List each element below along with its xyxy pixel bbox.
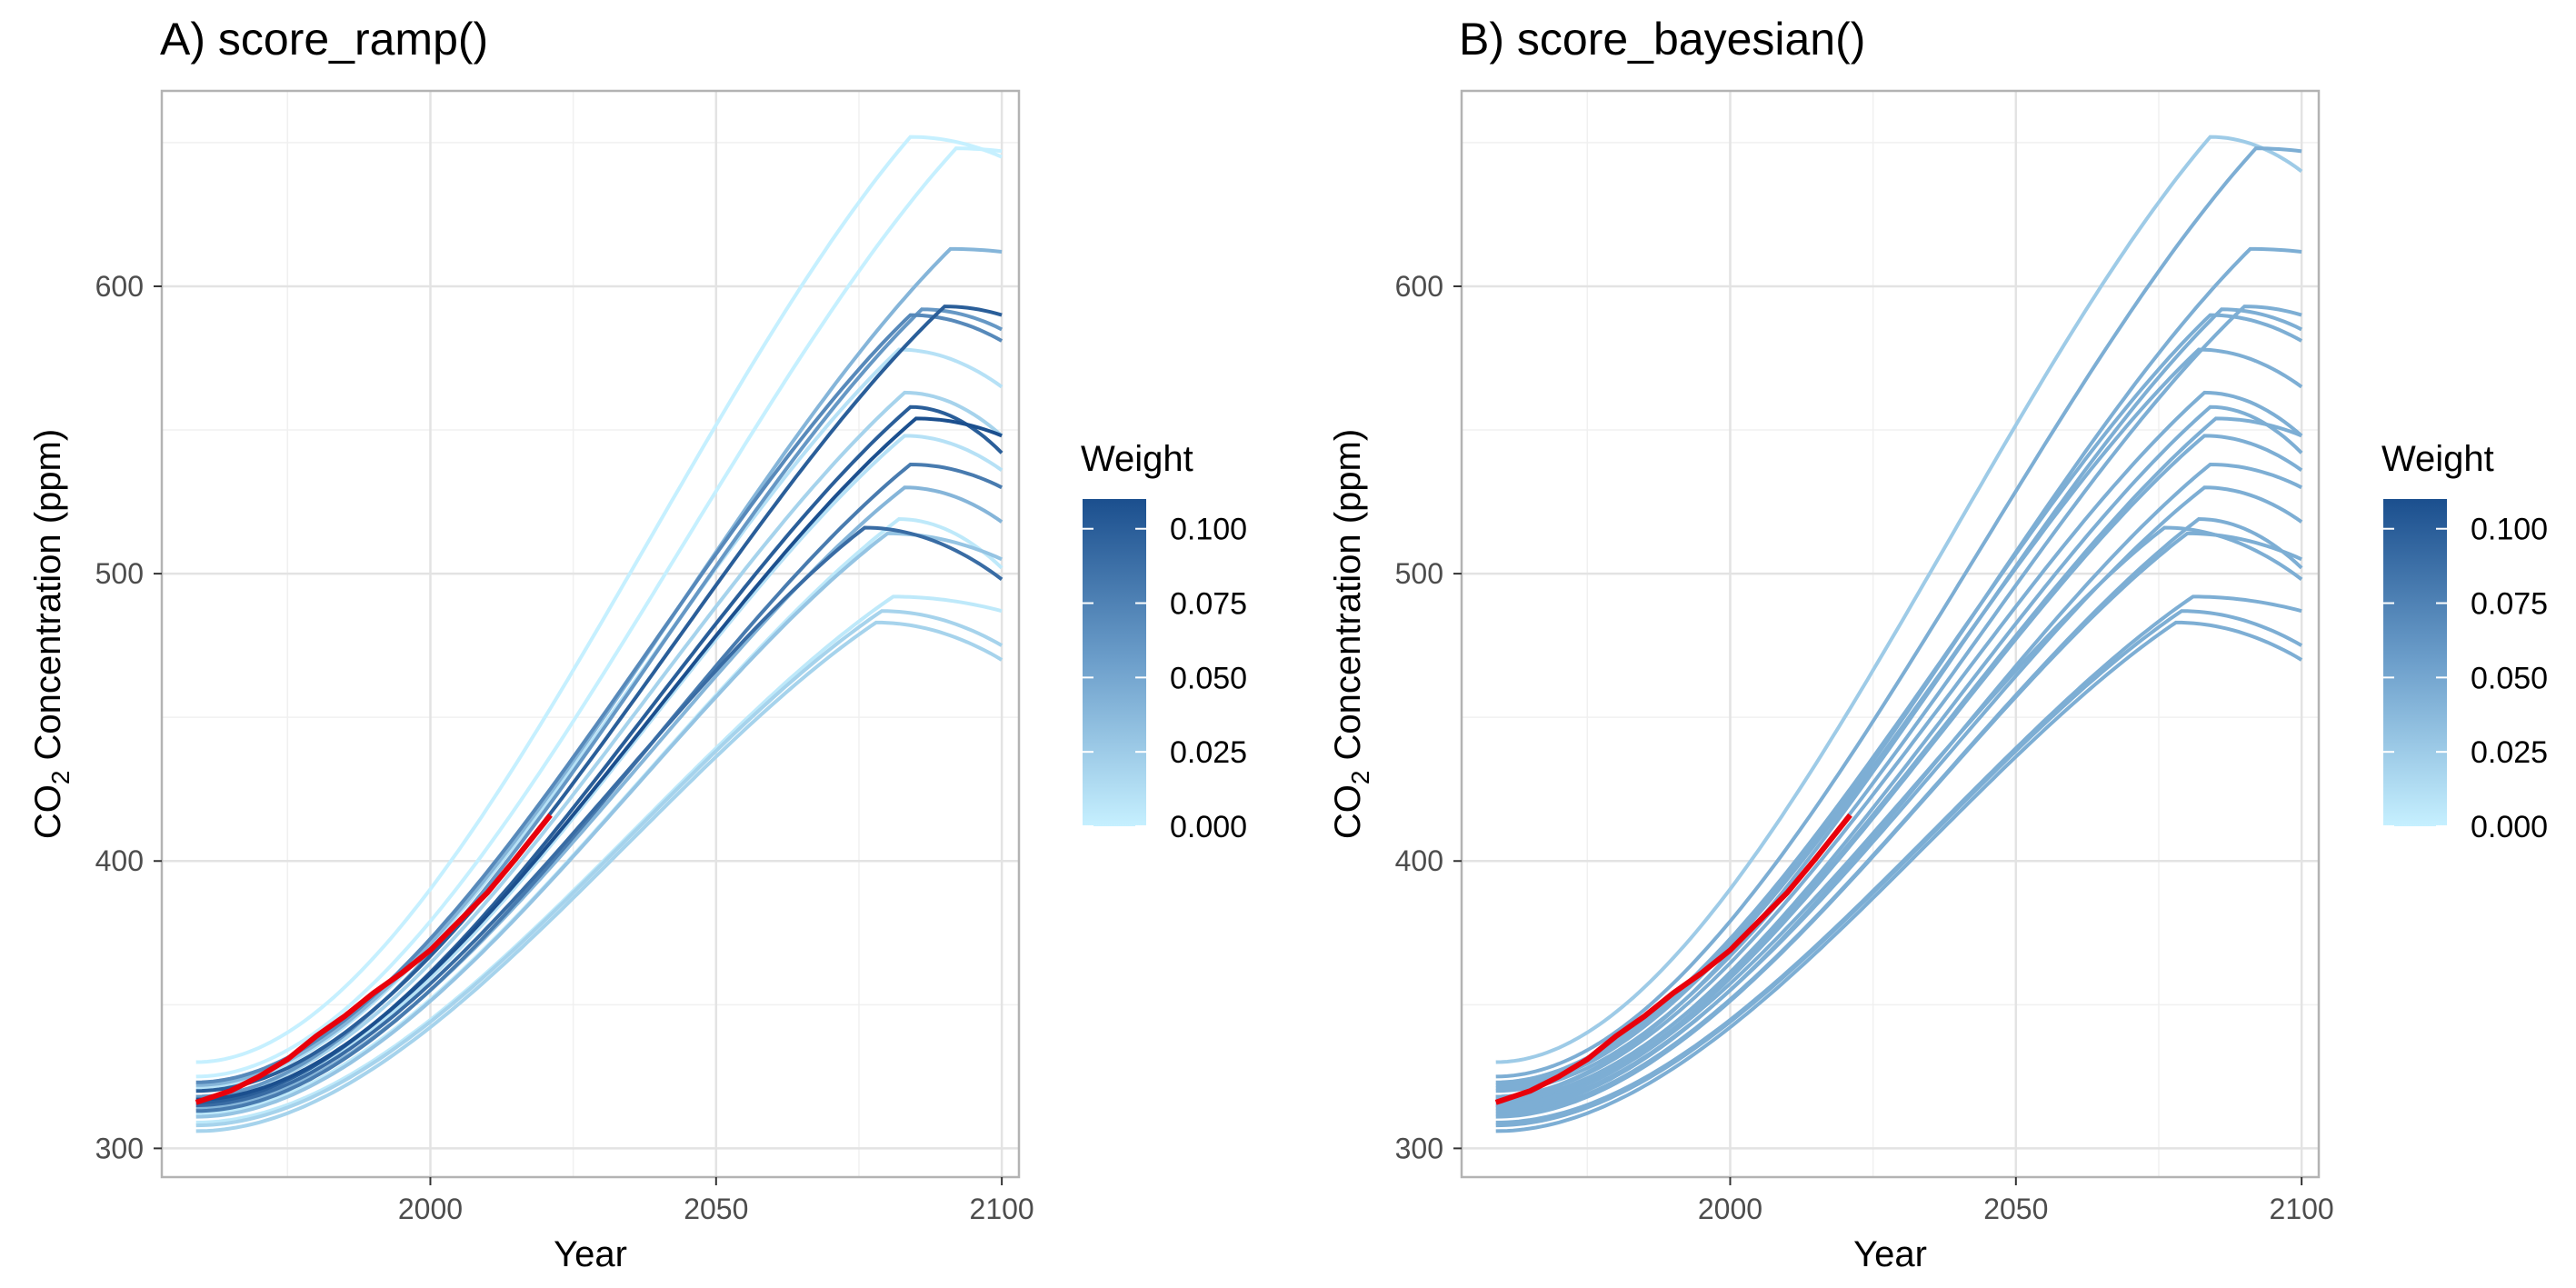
legend-colorbar xyxy=(1083,499,1146,826)
y-tick-label: 500 xyxy=(1395,557,1443,590)
chart-panel-2: B) score_bayesian() 2000 2050 2100 300 400 500… xyxy=(1328,14,2548,1274)
series-line-13 xyxy=(195,485,1003,1111)
series-line-15 xyxy=(195,525,1003,1107)
y-tick-label: 400 xyxy=(95,844,144,877)
series-line-8 xyxy=(1495,390,2303,1099)
chart-title: B) score_bayesian() xyxy=(1459,14,1865,65)
series-line-10 xyxy=(1495,416,2302,1102)
y-tick-label: 500 xyxy=(95,557,144,590)
y-axis-title-subscript: 2 xyxy=(1346,771,1374,785)
legend: Weight 0.100 0.075 0.050 0.025 0.000 xyxy=(1081,439,1247,844)
x-axis-title: Year xyxy=(1853,1234,1927,1274)
y-axis-title-part: CO xyxy=(1328,784,1368,839)
series-line-7 xyxy=(1495,347,2303,1090)
series-line-10 xyxy=(195,416,1003,1102)
x-tick-label: 2000 xyxy=(398,1193,463,1225)
panel-border xyxy=(1460,89,2321,1179)
legend-title: Weight xyxy=(1081,439,1193,479)
series-line-3 xyxy=(195,246,1003,1087)
y-axis-title-part: Concentration (ppm) xyxy=(28,429,68,771)
legend: Weight 0.100 0.075 0.050 0.025 0.000 xyxy=(2381,439,2548,844)
legend-title: Weight xyxy=(2381,439,2494,479)
series-line-13 xyxy=(1495,485,2303,1111)
y-axis-title: CO2 Concentration (ppm) xyxy=(28,429,75,839)
chart-title: A) score_ramp() xyxy=(160,14,488,65)
series-line-18 xyxy=(1495,609,2303,1128)
observed-line xyxy=(1494,813,1852,1105)
y-tick-label: 600 xyxy=(1395,270,1443,303)
series-line-8 xyxy=(195,390,1003,1099)
series-line-18 xyxy=(195,609,1003,1128)
legend-tick-label: 0.100 xyxy=(2471,513,2548,547)
series-line-19 xyxy=(195,620,1003,1133)
series-line-12 xyxy=(195,462,1003,1113)
y-axis-title: CO2 Concentration (ppm) xyxy=(1328,429,1374,839)
series-line-6 xyxy=(1495,313,2303,1084)
series-line-9 xyxy=(1495,404,2303,1104)
legend-tick-label: 0.100 xyxy=(1170,513,1247,547)
series-line-15 xyxy=(1495,525,2303,1107)
chart-panel-1: A) score_ramp() 2000 2050 2100 300 400 500 600 Y… xyxy=(28,14,1247,1274)
series-line-6 xyxy=(195,313,1003,1084)
y-axis-title-subscript: 2 xyxy=(46,771,75,785)
series-line-5 xyxy=(1495,307,2302,1099)
y-tick-label: 300 xyxy=(95,1132,144,1164)
y-axis-title-part: CO xyxy=(28,784,68,839)
series-line-16 xyxy=(1495,531,2302,1119)
x-tick-label: 2100 xyxy=(2270,1193,2334,1225)
x-tick-label: 2050 xyxy=(684,1193,748,1225)
y-tick-label: 600 xyxy=(95,270,144,303)
legend-tick-label: 0.000 xyxy=(1170,810,1247,844)
x-tick-label: 2000 xyxy=(1698,1193,1762,1225)
series-line-1 xyxy=(1495,135,2303,1064)
series-line-5 xyxy=(195,307,1003,1099)
legend-tick-label: 0.050 xyxy=(2471,661,2548,695)
series-line-2 xyxy=(1495,146,2302,1079)
panel-border xyxy=(160,89,1021,1179)
series-line-16 xyxy=(195,531,1003,1119)
legend-colorbar xyxy=(2383,499,2447,826)
x-tick-label: 2100 xyxy=(970,1193,1034,1225)
x-tick-label: 2050 xyxy=(1983,1193,2048,1225)
observed-line xyxy=(195,813,553,1105)
legend-tick-label: 0.075 xyxy=(2471,587,2548,622)
series-line-4 xyxy=(195,305,1003,1093)
legend-tick-label: 0.000 xyxy=(2471,810,2548,844)
series-line-2 xyxy=(195,146,1003,1079)
series-line-1 xyxy=(195,135,1003,1064)
series-line-14 xyxy=(1495,516,2303,1116)
legend-tick-label: 0.050 xyxy=(1170,661,1247,695)
series-line-9 xyxy=(195,404,1003,1104)
legend-tick-label: 0.075 xyxy=(1170,587,1247,622)
series-line-4 xyxy=(1495,305,2302,1093)
legend-tick-label: 0.025 xyxy=(1170,735,1247,770)
series-line-19 xyxy=(1495,620,2303,1133)
legend-tick-label: 0.025 xyxy=(2471,735,2548,770)
y-tick-label: 300 xyxy=(1395,1132,1443,1164)
x-axis-title: Year xyxy=(554,1234,627,1274)
y-tick-label: 400 xyxy=(1395,844,1443,877)
series-line-3 xyxy=(1495,246,2302,1087)
series-line-7 xyxy=(195,347,1003,1090)
series-line-14 xyxy=(195,516,1003,1116)
y-axis-title-part: Concentration (ppm) xyxy=(1328,429,1368,771)
